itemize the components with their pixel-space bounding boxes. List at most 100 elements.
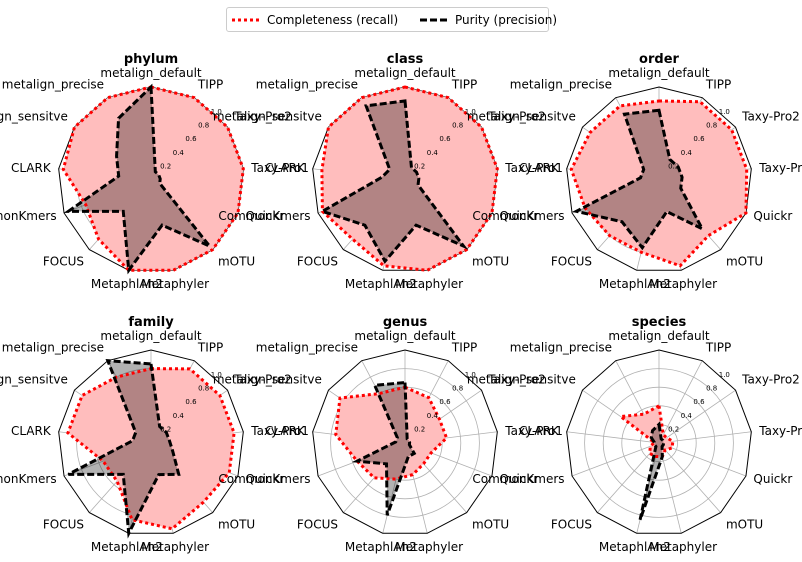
axis-label: metalign_precise: [256, 341, 358, 355]
rtick-label: 0.2: [414, 425, 425, 433]
radar-frame: [58, 349, 244, 534]
axis-label: MetaphlAn2: [599, 540, 671, 554]
rtick-label: 1.0: [211, 371, 222, 379]
series-line-recall: [61, 85, 245, 272]
chart-title: phylum: [124, 52, 178, 67]
rtick-label: 0.4: [681, 412, 693, 420]
rtick-label: 0.6: [439, 135, 451, 143]
axis-label: metalign_sensitve: [0, 110, 68, 124]
axis-label: CLARK: [265, 161, 306, 175]
series-fill-purity: [322, 100, 464, 262]
axis-label: metalign_default: [100, 66, 202, 80]
axis-label: Taxy-Pro2: [741, 110, 800, 124]
rtick-label: 0.8: [452, 122, 463, 130]
axis-label: TIPP: [705, 341, 731, 355]
rtick-label: 0.6: [439, 398, 451, 406]
rtick-label: 0.8: [706, 385, 717, 393]
series-fill-recall: [571, 100, 747, 266]
grid-spoke: [597, 442, 660, 513]
axis-label: FOCUS: [551, 518, 592, 532]
axis-label: TIPP: [451, 341, 477, 355]
axis-label: metalign_default: [354, 66, 456, 80]
series-line-recall: [66, 367, 236, 531]
rtick-label: 0.4: [173, 412, 185, 420]
axis-label: Quickr: [245, 472, 284, 486]
axis-label: CommonKmers: [472, 472, 564, 486]
rtick-label: 0.6: [185, 398, 197, 406]
axis-label: MetaphlAn2: [345, 540, 417, 554]
axis-label: metalign_default: [354, 329, 456, 343]
axis-label: Metaphyler: [649, 277, 717, 291]
series-fill-recall: [335, 387, 447, 480]
series-line-recall: [569, 99, 749, 268]
series-fill-purity: [68, 87, 210, 271]
rtick-label: 0.6: [185, 135, 197, 143]
series-line-purity: [63, 83, 211, 275]
axis-label: CommonKmers: [0, 209, 57, 223]
rtick-label: 0.2: [668, 162, 679, 170]
chart-title: class: [387, 52, 424, 67]
axis-label: Taxy-Pro1: [504, 424, 563, 438]
axis-label: Taxy-Pro2: [741, 373, 800, 387]
radar-frame: [312, 349, 498, 534]
axis-label: Quickr: [499, 209, 538, 223]
axis-label: metalign_precise: [510, 341, 612, 355]
axis-label: mOTU: [726, 255, 763, 269]
axis-label: CommonKmers: [472, 209, 564, 223]
axis-label: metalign_sensitve: [467, 110, 576, 124]
axis-label: metalign_precise: [2, 341, 104, 355]
axis-label: mOTU: [472, 518, 509, 532]
axis-label: Quickr: [245, 209, 284, 223]
axis-label: metalign_sensitve: [213, 373, 322, 387]
axis-label: Metaphyler: [395, 540, 463, 554]
rtick-label: 0.6: [693, 135, 705, 143]
series-fill-recall: [63, 87, 244, 271]
axis-label: CLARK: [11, 161, 52, 175]
axis-label: TIPP: [197, 341, 223, 355]
axis-label: metalign_default: [608, 66, 710, 80]
axis-label: MetaphlAn2: [345, 277, 417, 291]
radar-frame: [566, 86, 752, 271]
series-fill-purity: [68, 360, 179, 534]
radar-chart-class: 0.20.40.60.81.0metalign_defaultTIPPTaxy-…: [213, 52, 563, 291]
grid-spoke: [566, 431, 660, 444]
axis-label: mOTU: [472, 255, 509, 269]
rtick-label: 0.2: [160, 425, 171, 433]
axis-label: Taxy-Pro2: [487, 373, 546, 387]
rtick-label: 1.0: [719, 371, 730, 379]
axis-label: Taxy-Pro1: [758, 161, 802, 175]
grid-spoke: [658, 360, 703, 444]
axis-label: CLARK: [11, 424, 52, 438]
rtick-label: 0.4: [427, 149, 439, 157]
axis-label: mOTU: [726, 518, 763, 532]
axis-label: metalign_precise: [256, 78, 358, 92]
axis-label: CommonKmers: [0, 472, 57, 486]
series-fill-purity: [357, 382, 415, 516]
series-line-purity: [318, 99, 469, 264]
axis-label: Quickr: [753, 472, 792, 486]
axis-label: Taxy-Pro1: [758, 424, 802, 438]
axis-label: FOCUS: [297, 255, 338, 269]
grid-spoke: [658, 442, 747, 477]
axis-label: mOTU: [218, 518, 255, 532]
axis-label: metalign_sensitve: [467, 373, 576, 387]
rtick-label: 0.4: [173, 149, 185, 157]
axis-label: TIPP: [197, 78, 223, 92]
chart-title: genus: [383, 315, 428, 330]
axis-label: CLARK: [519, 161, 560, 175]
rtick-label: 0.8: [198, 385, 209, 393]
rtick-label: 1.0: [465, 371, 476, 379]
grid-spoke: [658, 431, 752, 444]
grid-spoke: [571, 442, 660, 477]
rtick-label: 0.4: [681, 149, 693, 157]
axis-label: metalign_default: [608, 329, 710, 343]
rtick-label: 0.2: [414, 162, 425, 170]
axis-label: TIPP: [451, 78, 477, 92]
series-line-purity: [351, 380, 417, 516]
axis-label: CLARK: [519, 424, 560, 438]
axis-label: Taxy-Pro2: [487, 110, 546, 124]
axis-label: MetaphlAn2: [91, 540, 163, 554]
